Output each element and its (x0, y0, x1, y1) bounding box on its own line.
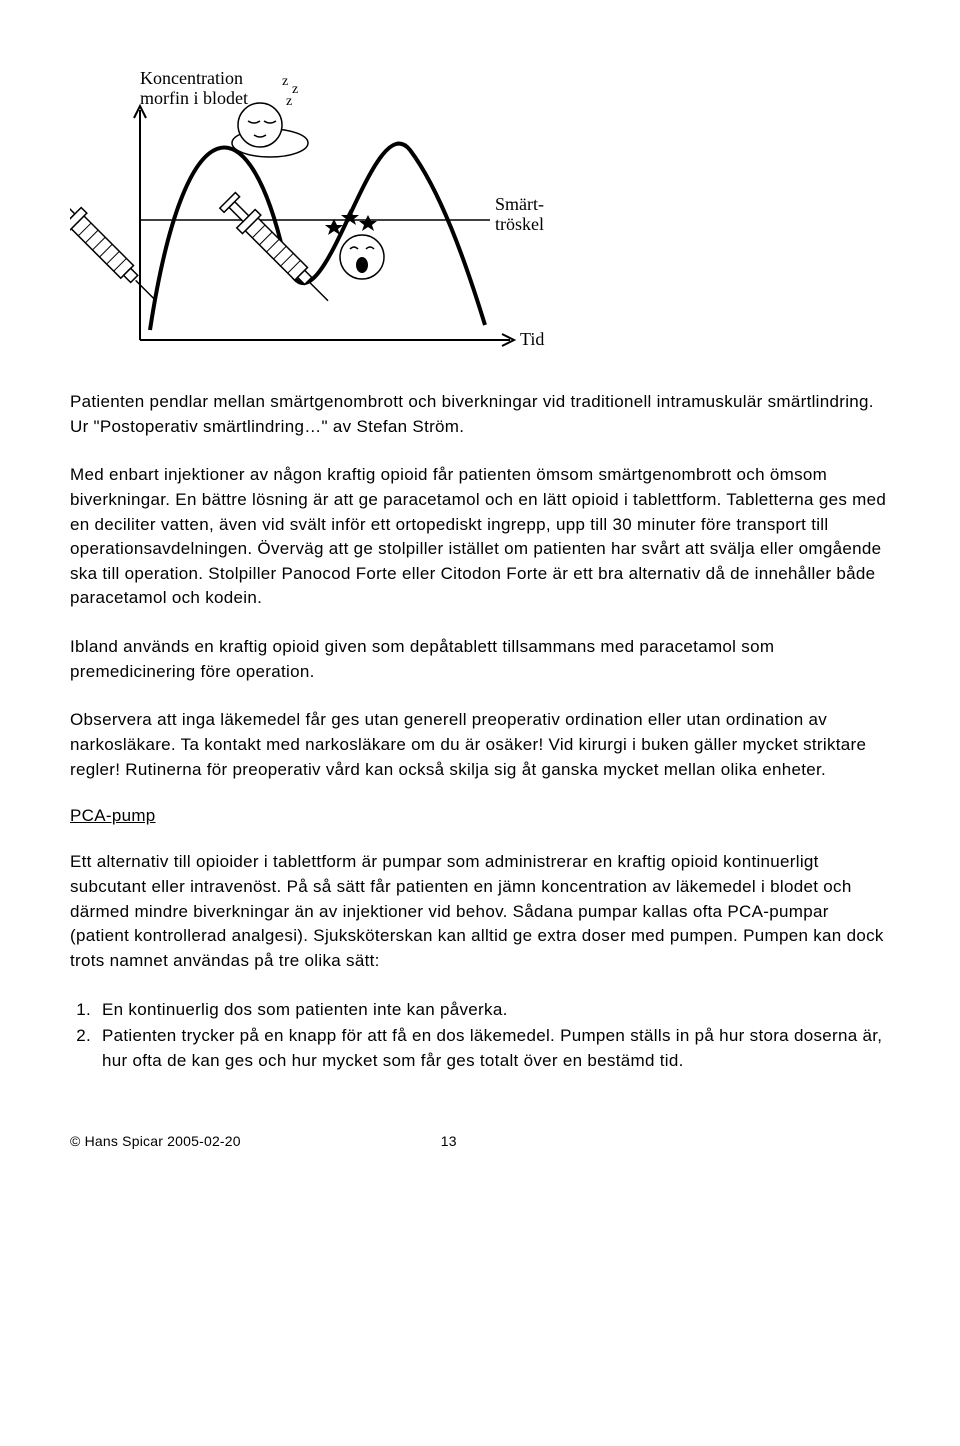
figure-caption: Patienten pendlar mellan smärtgenombrott… (70, 390, 890, 439)
list-item: En kontinuerlig dos som patienten inte k… (96, 998, 890, 1023)
document-page: Koncentration morfin i blodet Tid Smärt-… (0, 0, 960, 1189)
svg-text:z: z (292, 82, 298, 97)
concentration-graph-figure: Koncentration morfin i blodet Tid Smärt-… (70, 60, 890, 360)
svg-text:morfin i blodet: morfin i blodet (140, 88, 248, 108)
paragraph-2: Ibland används en kraftig opioid given s… (70, 635, 890, 684)
svg-text:tröskel: tröskel (495, 214, 544, 234)
page-footer: © Hans Spicar 2005-02-20 13 (70, 1133, 890, 1149)
svg-text:Tid: Tid (520, 329, 544, 349)
paragraph-4: Ett alternativ till opioider i tablettfo… (70, 850, 890, 973)
copyright-text: © Hans Spicar 2005-02-20 (70, 1133, 241, 1149)
svg-text:z: z (282, 74, 288, 89)
paragraph-1: Med enbart injektioner av någon kraftig … (70, 463, 890, 611)
svg-text:Smärt-: Smärt- (495, 194, 544, 214)
concentration-graph-svg: Koncentration morfin i blodet Tid Smärt-… (70, 60, 550, 360)
section-heading-pca: PCA-pump (70, 806, 890, 826)
pca-modes-list: En kontinuerlig dos som patienten inte k… (70, 998, 890, 1074)
svg-text:Koncentration: Koncentration (140, 68, 243, 88)
paragraph-3: Observera att inga läkemedel får ges uta… (70, 708, 890, 782)
list-item: Patienten trycker på en knapp för att få… (96, 1024, 890, 1073)
page-number: 13 (441, 1133, 457, 1149)
